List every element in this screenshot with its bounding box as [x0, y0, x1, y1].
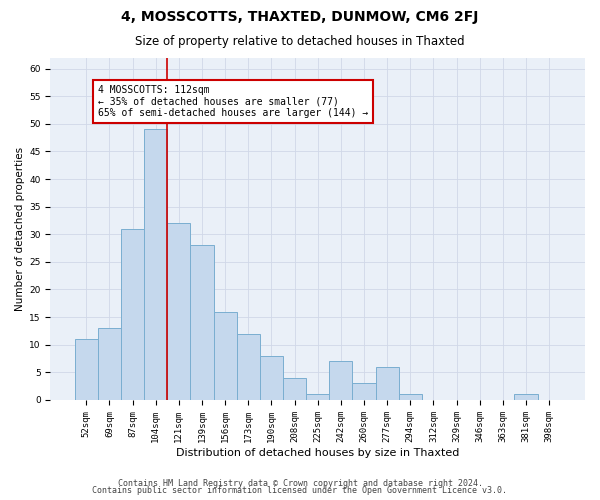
Bar [260, 356, 283, 400]
Bar [376, 367, 398, 400]
Text: Size of property relative to detached houses in Thaxted: Size of property relative to detached ho… [135, 35, 465, 48]
Bar [329, 362, 352, 400]
Bar [190, 246, 214, 400]
Bar [283, 378, 306, 400]
Bar [236, 334, 260, 400]
Bar [398, 394, 422, 400]
Bar [306, 394, 329, 400]
Bar [167, 223, 190, 400]
Text: 4 MOSSCOTTS: 112sqm
← 35% of detached houses are smaller (77)
65% of semi-detach: 4 MOSSCOTTS: 112sqm ← 35% of detached ho… [98, 85, 368, 118]
Bar [121, 228, 144, 400]
Bar [144, 130, 167, 400]
Bar [352, 384, 376, 400]
Y-axis label: Number of detached properties: Number of detached properties [15, 146, 25, 311]
Bar [214, 312, 236, 400]
Text: Contains HM Land Registry data © Crown copyright and database right 2024.: Contains HM Land Registry data © Crown c… [118, 478, 482, 488]
Bar [514, 394, 538, 400]
X-axis label: Distribution of detached houses by size in Thaxted: Distribution of detached houses by size … [176, 448, 460, 458]
Text: Contains public sector information licensed under the Open Government Licence v3: Contains public sector information licen… [92, 486, 508, 495]
Bar [74, 339, 98, 400]
Bar [98, 328, 121, 400]
Text: 4, MOSSCOTTS, THAXTED, DUNMOW, CM6 2FJ: 4, MOSSCOTTS, THAXTED, DUNMOW, CM6 2FJ [121, 10, 479, 24]
